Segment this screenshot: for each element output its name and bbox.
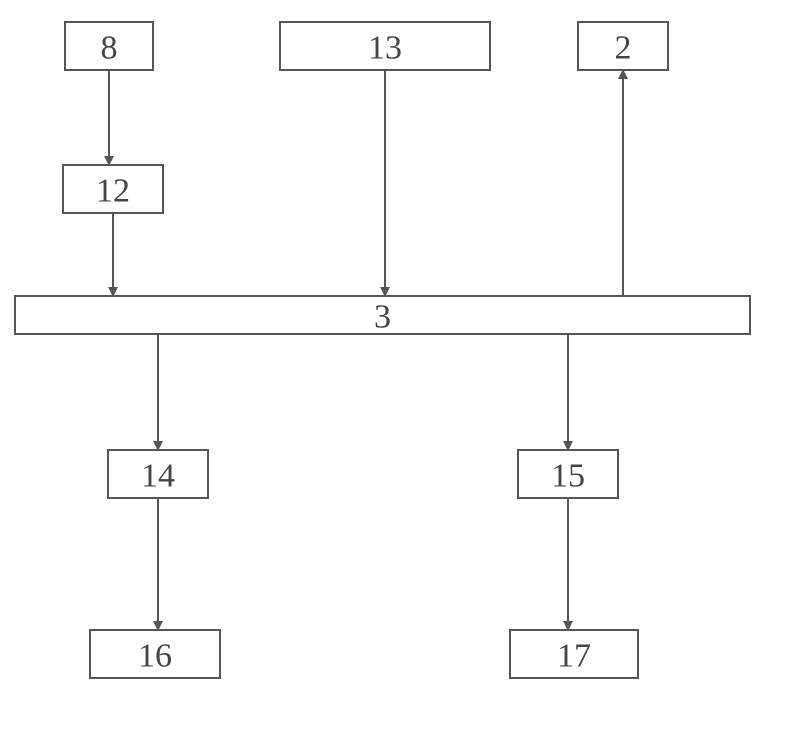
node-n16: 16: [90, 630, 220, 678]
node-label: 8: [101, 30, 118, 67]
node-label: 14: [141, 458, 175, 495]
node-label: 17: [557, 638, 591, 675]
node-n15: 15: [518, 450, 618, 498]
node-n12: 12: [63, 165, 163, 213]
node-label: 2: [615, 30, 632, 67]
node-label: 16: [138, 638, 172, 675]
node-n13: 13: [280, 22, 490, 70]
node-label: 3: [374, 299, 391, 336]
node-n17: 17: [510, 630, 638, 678]
node-label: 15: [551, 458, 585, 495]
node-label: 12: [96, 173, 130, 210]
node-n3: 3: [15, 296, 750, 336]
node-n14: 14: [108, 450, 208, 498]
node-n8: 8: [65, 22, 153, 70]
flowchart-diagram: 8 13 2 12 3 14 15 16 17: [0, 0, 800, 738]
node-label: 13: [368, 30, 402, 67]
node-n2: 2: [578, 22, 668, 70]
